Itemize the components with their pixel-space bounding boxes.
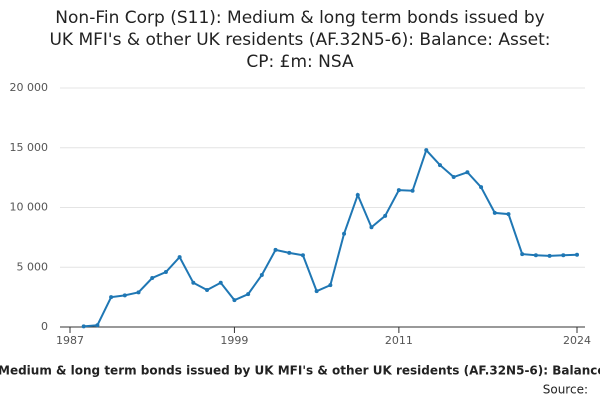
x-axis-label: Medium & long term bonds issued by UK MF… bbox=[0, 364, 600, 378]
data-point bbox=[95, 323, 100, 328]
data-point bbox=[163, 270, 168, 275]
source: Source: bbox=[543, 383, 588, 397]
x-tick-label: 1999 bbox=[220, 334, 248, 347]
data-point bbox=[287, 250, 292, 255]
data-point bbox=[437, 163, 442, 168]
data-point bbox=[479, 185, 484, 190]
series-line bbox=[83, 148, 578, 328]
data-point bbox=[396, 188, 401, 193]
chart-title: UK MFI's & other UK residents (AF.32N5-6… bbox=[49, 30, 550, 50]
data-point bbox=[273, 247, 278, 252]
data-point bbox=[314, 289, 319, 294]
chart-title: Non-Fin Corp (S11): Medium & long term b… bbox=[55, 8, 544, 28]
y-tick-label: 0 bbox=[41, 320, 48, 333]
data-point bbox=[81, 324, 86, 329]
x-tick-label: 1987 bbox=[56, 334, 84, 347]
data-point bbox=[561, 253, 566, 258]
data-point bbox=[465, 170, 470, 175]
data-point bbox=[177, 255, 182, 260]
x-tick-label: 2011 bbox=[385, 334, 413, 347]
data-point bbox=[355, 192, 360, 197]
data-point bbox=[122, 293, 127, 298]
x-tick-label: 2024 bbox=[563, 334, 591, 347]
y-tick-label: 10 000 bbox=[10, 201, 49, 214]
data-point bbox=[136, 290, 141, 295]
data-point bbox=[150, 276, 155, 281]
data-point bbox=[342, 231, 347, 236]
data-point bbox=[410, 188, 415, 193]
y-tick-label: 5 000 bbox=[17, 260, 49, 273]
y-tick-label: 15 000 bbox=[10, 141, 49, 154]
data-point bbox=[575, 252, 579, 257]
data-point bbox=[424, 148, 429, 153]
data-point bbox=[300, 253, 305, 258]
data-point bbox=[246, 292, 251, 297]
data-point bbox=[369, 225, 374, 230]
data-point bbox=[520, 252, 525, 257]
y-tick-label: 20 000 bbox=[10, 81, 49, 94]
data-point bbox=[506, 212, 511, 217]
data-point bbox=[451, 175, 456, 180]
data-point bbox=[328, 283, 333, 288]
data-point bbox=[232, 298, 237, 303]
data-point bbox=[205, 287, 210, 292]
data-point bbox=[109, 295, 114, 300]
data-point bbox=[191, 280, 196, 285]
data-point bbox=[492, 210, 497, 215]
data-point bbox=[383, 213, 388, 218]
data-point bbox=[218, 280, 223, 285]
chart-title: CP: £m: NSA bbox=[246, 52, 354, 72]
data-point bbox=[259, 273, 264, 278]
data-point bbox=[547, 253, 552, 258]
data-point bbox=[533, 253, 538, 258]
